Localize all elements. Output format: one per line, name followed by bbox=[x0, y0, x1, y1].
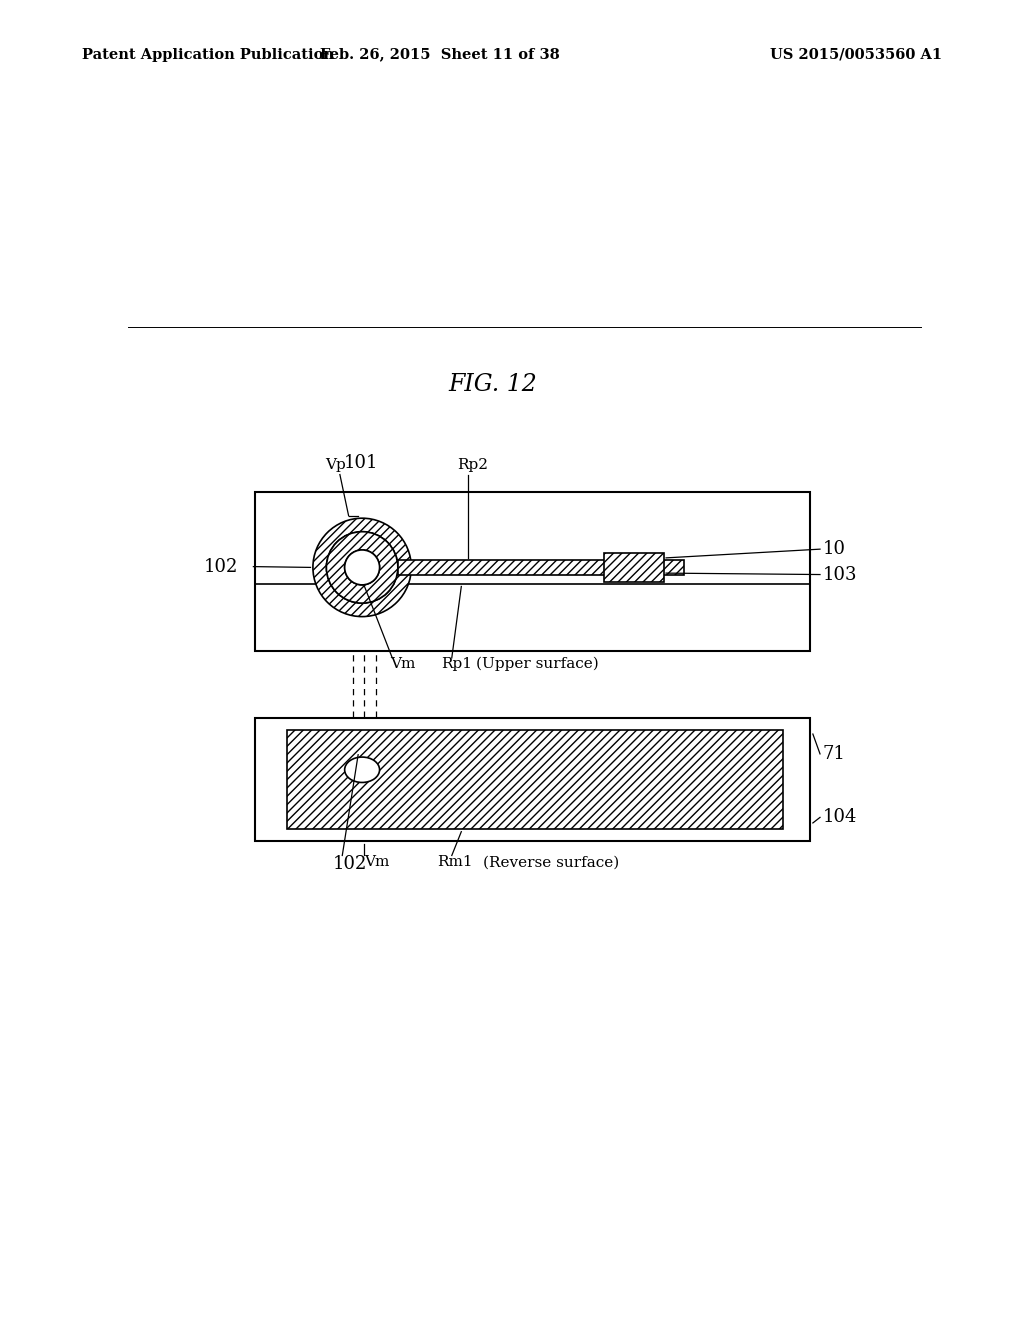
Bar bbox=[604, 553, 664, 582]
Text: 103: 103 bbox=[822, 565, 857, 583]
Text: (Upper surface): (Upper surface) bbox=[475, 657, 598, 672]
Text: Rm1: Rm1 bbox=[437, 855, 473, 870]
Circle shape bbox=[327, 532, 397, 603]
Text: Rp2: Rp2 bbox=[458, 458, 488, 473]
Text: 102: 102 bbox=[333, 855, 368, 874]
Text: FIG. 12: FIG. 12 bbox=[449, 374, 538, 396]
Circle shape bbox=[327, 532, 397, 603]
Text: US 2015/0053560 A1: US 2015/0053560 A1 bbox=[770, 48, 942, 62]
Text: Rp1: Rp1 bbox=[441, 657, 472, 671]
Bar bbox=[255, 492, 811, 651]
Ellipse shape bbox=[345, 758, 380, 783]
Text: (Reverse surface): (Reverse surface) bbox=[482, 855, 618, 870]
Text: 10: 10 bbox=[822, 540, 846, 558]
Text: Vm: Vm bbox=[365, 855, 390, 870]
Bar bbox=[397, 560, 684, 574]
Text: 101: 101 bbox=[344, 454, 378, 473]
Text: 104: 104 bbox=[822, 808, 857, 826]
Circle shape bbox=[345, 550, 380, 585]
Text: Vm: Vm bbox=[390, 657, 416, 671]
Circle shape bbox=[345, 550, 380, 585]
Text: Feb. 26, 2015  Sheet 11 of 38: Feb. 26, 2015 Sheet 11 of 38 bbox=[321, 48, 560, 62]
Circle shape bbox=[313, 519, 412, 616]
Text: Patent Application Publication: Patent Application Publication bbox=[82, 48, 334, 62]
Text: Vp: Vp bbox=[325, 458, 345, 473]
Text: 71: 71 bbox=[822, 744, 845, 763]
Bar bbox=[255, 718, 811, 841]
Bar bbox=[287, 730, 782, 829]
Text: 102: 102 bbox=[204, 557, 238, 576]
